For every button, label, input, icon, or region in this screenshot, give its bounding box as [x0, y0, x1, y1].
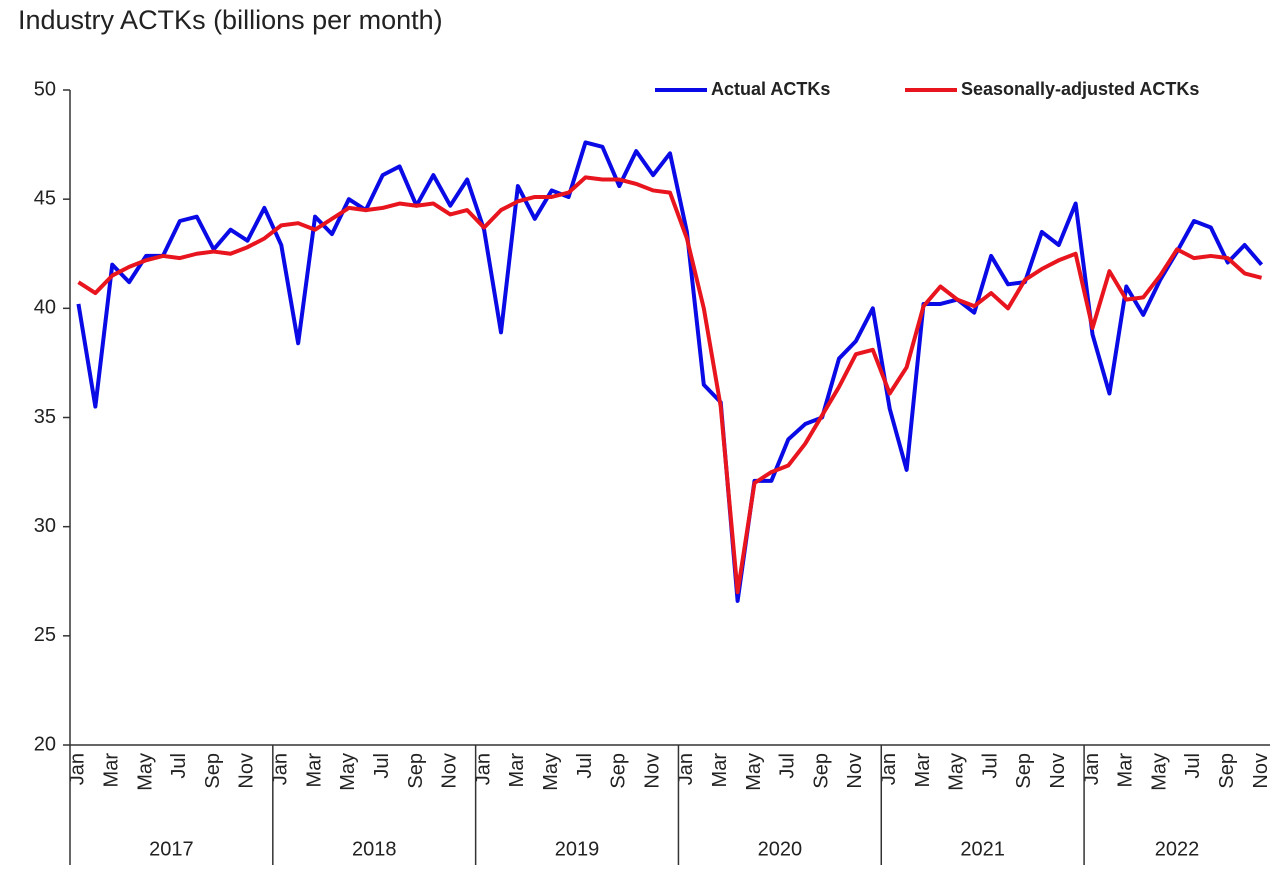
y-tick-label: 40: [34, 297, 56, 319]
x-tick-label: Jan: [878, 753, 900, 785]
y-tick-label: 20: [34, 733, 56, 755]
x-tick-label: Mar: [1115, 753, 1137, 788]
legend-label: Seasonally-adjusted ACTKs: [961, 79, 1199, 99]
x-tick-label: Jan: [270, 753, 292, 785]
x-tick-label: Jul: [777, 753, 799, 779]
x-tick-label: Sep: [1216, 753, 1238, 789]
series-line: [77, 175, 1263, 595]
x-tick-label: Jan: [675, 753, 697, 785]
legend-label: Actual ACTKs: [711, 79, 830, 99]
year-label: 2017: [149, 838, 194, 860]
x-tick-label: May: [337, 753, 359, 791]
year-label: 2020: [758, 838, 803, 860]
x-tick-label: Nov: [1250, 753, 1272, 789]
x-tick-label: Jan: [67, 753, 89, 785]
year-label: 2019: [555, 838, 600, 860]
y-tick-label: 45: [34, 187, 56, 209]
x-tick-label: Sep: [1013, 753, 1035, 789]
year-label: 2022: [1155, 838, 1200, 860]
x-tick-label: Sep: [810, 753, 832, 789]
y-tick-label: 30: [34, 515, 56, 537]
x-tick-label: May: [1148, 753, 1170, 791]
x-tick-label: Mar: [506, 753, 528, 788]
x-tick-label: Jul: [168, 753, 190, 779]
x-tick-label: Jul: [574, 753, 596, 779]
series-line: [76, 140, 1264, 603]
x-tick-label: Mar: [303, 753, 325, 788]
x-tick-label: Jul: [1182, 753, 1204, 779]
x-tick-label: May: [743, 753, 765, 791]
x-tick-label: Sep: [608, 753, 630, 789]
y-tick-label: 35: [34, 406, 56, 428]
chart-title: Industry ACTKs (billions per month): [18, 5, 443, 35]
y-tick-label: 50: [34, 78, 56, 100]
x-tick-label: Nov: [1047, 753, 1069, 789]
x-tick-label: Nov: [236, 753, 258, 789]
year-label: 2018: [352, 838, 397, 860]
x-tick-label: Nov: [439, 753, 461, 789]
x-tick-label: Mar: [101, 753, 123, 788]
year-label: 2021: [960, 838, 1005, 860]
x-tick-label: Sep: [202, 753, 224, 789]
x-tick-label: Jan: [472, 753, 494, 785]
x-tick-label: Sep: [405, 753, 427, 789]
y-tick-label: 25: [34, 624, 56, 646]
x-tick-label: Mar: [709, 753, 731, 788]
x-tick-label: Jul: [371, 753, 393, 779]
x-tick-label: May: [134, 753, 156, 791]
x-tick-label: Nov: [844, 753, 866, 789]
x-tick-label: May: [540, 753, 562, 791]
x-tick-label: May: [946, 753, 968, 791]
x-tick-label: Mar: [912, 753, 934, 788]
x-tick-label: Jan: [1081, 753, 1103, 785]
x-tick-label: Jul: [979, 753, 1001, 779]
x-tick-label: Nov: [641, 753, 663, 789]
